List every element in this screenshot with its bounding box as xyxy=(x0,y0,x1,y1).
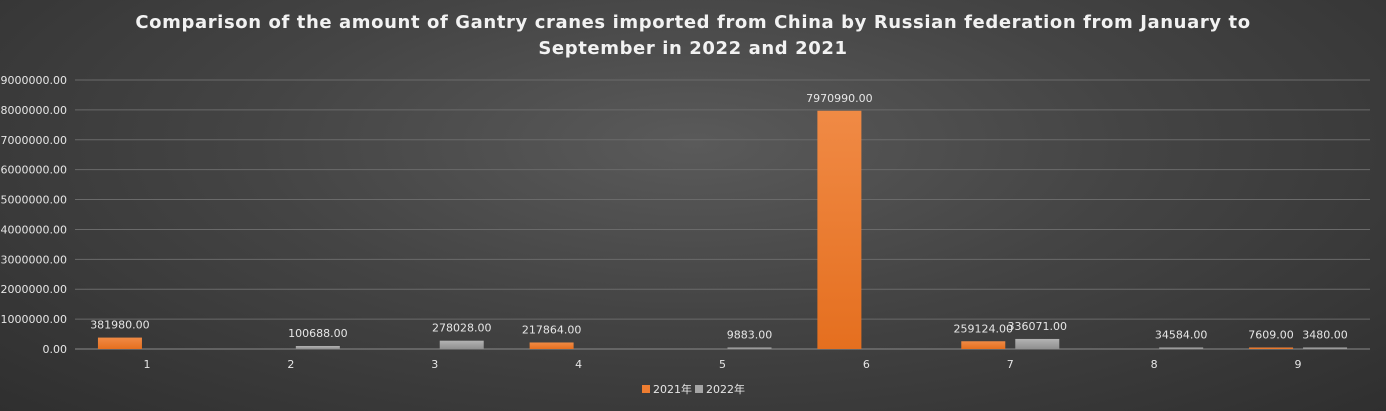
y-tick-label: 4000000.00 xyxy=(1,223,67,236)
data-label: 336071.00 xyxy=(1008,320,1068,333)
bar-series-2 xyxy=(1015,338,1060,349)
x-tick-label: 3 xyxy=(431,358,438,371)
x-tick-label: 5 xyxy=(719,358,726,371)
data-label: 7609.00 xyxy=(1248,329,1294,342)
y-tick-label: 3000000.00 xyxy=(1,253,67,266)
legend-swatch-series-1 xyxy=(642,385,650,393)
bar-series-1 xyxy=(1249,347,1294,349)
y-tick-label: 9000000.00 xyxy=(1,74,67,87)
bar-series-1 xyxy=(529,342,574,349)
x-tick-label: 2 xyxy=(287,358,294,371)
x-axis-tick-labels: 1 2 3 4 5 6 7 8 9 xyxy=(143,358,1301,371)
data-label: 217864.00 xyxy=(522,323,582,336)
data-label: 34584.00 xyxy=(1155,329,1208,342)
legend: 2021年 2022年 xyxy=(642,382,745,396)
data-label: 381980.00 xyxy=(90,319,150,332)
legend-label-series-2: 2022年 xyxy=(706,382,745,396)
x-tick-label: 9 xyxy=(1295,358,1302,371)
bar-series-2 xyxy=(727,347,772,349)
bars xyxy=(97,110,1348,349)
data-label: 9883.00 xyxy=(727,329,773,342)
legend-swatch-series-2 xyxy=(695,385,703,393)
bar-series-2 xyxy=(439,340,484,349)
x-tick-label: 8 xyxy=(1151,358,1158,371)
data-label: 7970990.00 xyxy=(806,92,872,105)
data-label: 3480.00 xyxy=(1302,329,1348,342)
chart-title-line-2: September in 2022 and 2021 xyxy=(538,38,848,59)
bar-series-1 xyxy=(817,110,862,349)
x-tick-label: 1 xyxy=(143,358,150,371)
y-tick-label: 1000000.00 xyxy=(1,313,67,326)
y-tick-label: 8000000.00 xyxy=(1,104,67,117)
x-tick-label: 7 xyxy=(1007,358,1014,371)
bar-series-1 xyxy=(97,337,142,349)
y-tick-label: 7000000.00 xyxy=(1,134,67,147)
x-tick-label: 4 xyxy=(575,358,582,371)
legend-label-series-1: 2021年 xyxy=(653,382,692,396)
y-tick-label: 6000000.00 xyxy=(1,164,67,177)
chart-title: Comparison of the amount of Gantry crane… xyxy=(0,10,1386,62)
data-labels: 381980.00 100688.00 278028.00 217864.00 9883… xyxy=(90,92,1348,342)
y-axis-tick-labels: 0.00 1000000.00 2000000.00 3000000.00 400000… xyxy=(1,74,67,356)
data-label: 278028.00 xyxy=(432,322,492,335)
bar-series-2 xyxy=(1159,347,1204,349)
bar-series-1 xyxy=(961,341,1006,349)
y-tick-label: 0.00 xyxy=(43,343,68,356)
x-tick-label: 6 xyxy=(863,358,870,371)
bar-series-2 xyxy=(1303,347,1348,349)
y-tick-label: 5000000.00 xyxy=(1,194,67,207)
grid-lines xyxy=(75,79,1370,350)
data-label: 259124.00 xyxy=(954,322,1014,335)
data-label: 100688.00 xyxy=(288,327,348,340)
y-tick-label: 2000000.00 xyxy=(1,283,67,296)
chart-title-line-1: Comparison of the amount of Gantry crane… xyxy=(135,12,1251,33)
bar-series-2 xyxy=(295,345,340,349)
